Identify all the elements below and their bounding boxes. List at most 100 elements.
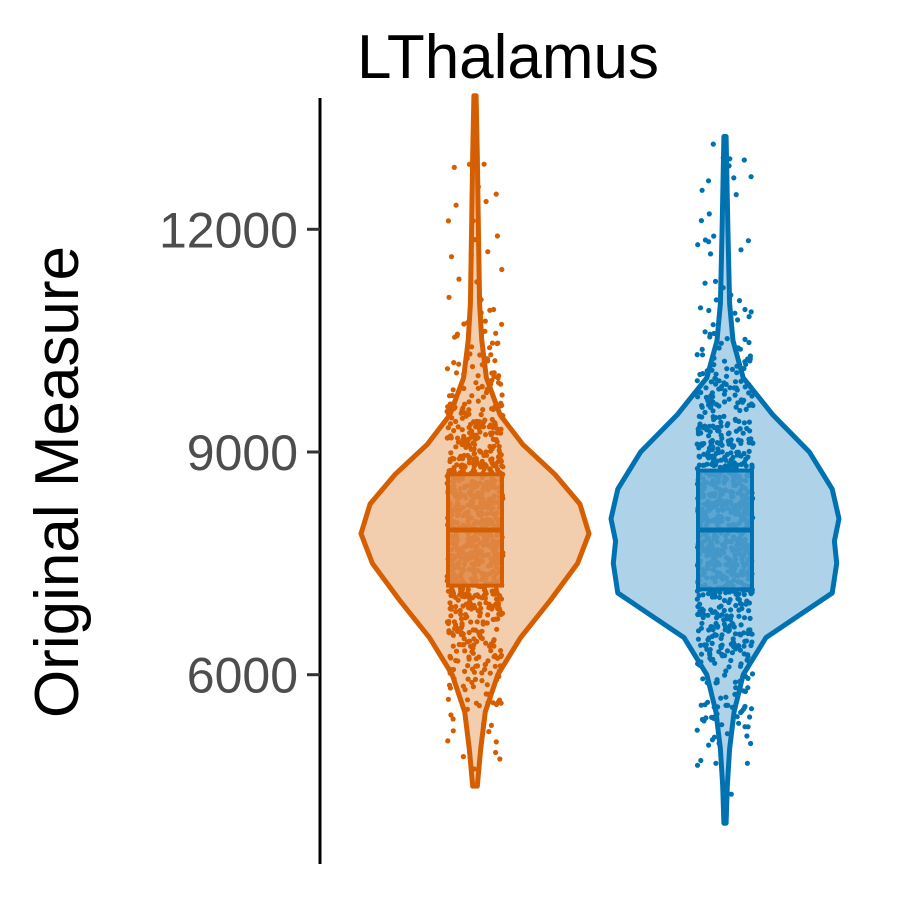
data-point [727,156,733,162]
data-point [486,378,492,384]
data-point [489,588,495,594]
data-point [702,409,708,415]
data-point [716,378,722,384]
data-point [493,462,499,468]
data-point [698,702,704,708]
data-point [709,445,715,451]
data-point [738,453,744,459]
data-point [730,636,736,642]
data-point [709,390,716,396]
data-point [705,449,711,455]
data-point [699,346,705,352]
data-point [699,620,705,626]
data-point [472,436,479,442]
data-point [694,762,701,768]
data-point [488,722,494,729]
data-point [745,675,751,682]
data-point [450,588,456,594]
data-point [495,606,501,612]
data-point [695,429,702,435]
data-point [482,417,488,423]
y-tick-label: 9000 [187,425,298,481]
data-point [455,424,461,430]
data-point [716,386,722,392]
data-point [466,424,472,430]
data-point [460,754,466,760]
data-point [489,406,495,412]
data-point [741,591,747,598]
data-point [710,627,716,633]
data-point [461,642,467,648]
data-point [487,466,493,472]
data-point [714,458,720,464]
data-point [726,664,732,670]
data-point [735,644,742,650]
data-point [729,650,736,656]
data-point [463,615,469,621]
data-point [706,239,712,245]
data-point [470,650,476,656]
data-point [465,676,471,682]
data-point [481,721,487,727]
data-point [477,601,483,607]
data-point [488,648,494,654]
data-point [721,358,728,364]
data-point [732,679,739,685]
data-point [726,396,732,402]
data-point [460,704,466,710]
data-point [699,414,705,420]
data-point [724,336,730,342]
data-point [710,322,716,328]
data-point [457,592,463,598]
data-point [462,594,468,600]
data-point [482,666,488,673]
data-point [736,591,742,597]
data-point [499,392,505,398]
data-point [718,695,724,701]
violin-series [608,134,842,826]
data-point [469,344,475,350]
data-point [468,619,474,625]
data-point [738,661,744,667]
data-point [492,653,498,659]
data-point [707,655,713,661]
data-point [718,603,724,609]
data-point [741,420,748,426]
data-point [485,658,491,664]
data-point [746,608,752,614]
data-point [481,452,487,458]
data-point [453,603,459,610]
data-point [471,463,477,469]
data-point [497,756,503,762]
data-point [695,603,701,610]
data-point [484,386,490,392]
data-point [694,352,700,358]
data-point [711,362,717,368]
data-point [479,362,485,368]
data-point [447,456,453,462]
data-point [480,619,486,625]
data-point [712,594,718,600]
data-point [468,434,475,440]
data-point [695,394,701,400]
data-point [475,373,481,379]
data-point [706,307,712,314]
data-point [707,404,714,410]
data-point [491,637,497,643]
data-point [732,416,738,422]
data-point [711,424,717,431]
data-point [701,424,707,430]
data-point [453,648,460,654]
data-point [733,192,739,198]
data-point [738,622,744,628]
data-point [472,627,479,633]
data-point [498,648,504,654]
data-point [719,653,726,659]
data-point [445,425,451,431]
data-point [704,368,710,374]
y-axis-label: Original Measure [23,246,92,718]
data-point [742,688,749,695]
data-point [745,654,751,660]
data-point [487,345,493,351]
data-point [740,430,746,436]
